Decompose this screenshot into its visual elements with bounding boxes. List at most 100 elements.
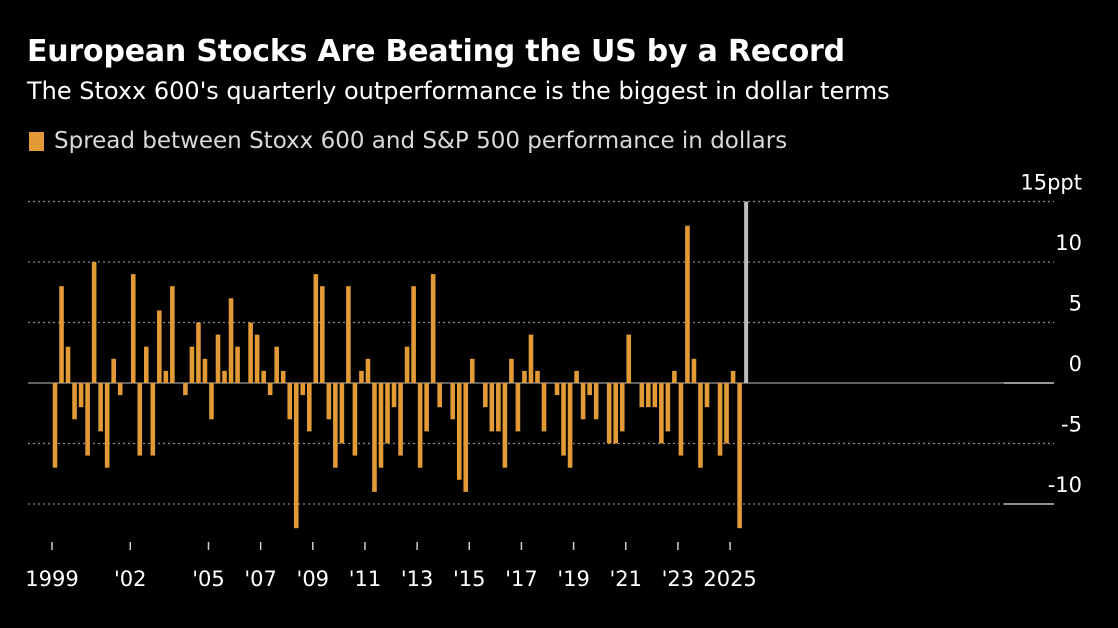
bar [659, 383, 664, 444]
bar [372, 383, 377, 492]
x-tick-label: '09 [297, 567, 330, 591]
bar [567, 383, 573, 468]
bar [137, 383, 143, 456]
bar [737, 383, 742, 529]
bar [65, 346, 71, 383]
chart-title: European Stocks Are Beating the US by a … [27, 34, 845, 69]
bar [378, 383, 384, 468]
bar [202, 358, 208, 383]
y-tick-label: 0 [1069, 352, 1082, 376]
bar [189, 346, 195, 383]
bar [254, 334, 260, 383]
bar [717, 383, 723, 456]
gridlines [28, 200, 1054, 505]
bar [574, 370, 579, 383]
bar [320, 286, 325, 383]
x-tick-label: 1999 [25, 567, 78, 591]
bar [417, 383, 423, 468]
bar [639, 383, 645, 408]
bar [411, 286, 416, 383]
legend: Spread between Stoxx 600 and S&P 500 per… [29, 128, 787, 154]
bar [293, 383, 299, 529]
bar [593, 383, 599, 420]
bar [489, 383, 495, 432]
bar [104, 383, 110, 468]
bar [170, 286, 175, 383]
legend-label: Spread between Stoxx 600 and S&P 500 per… [54, 128, 788, 154]
bar [580, 383, 586, 420]
bar [150, 383, 156, 456]
bar [619, 383, 625, 432]
bar [117, 383, 123, 396]
bar [391, 383, 397, 408]
current-quarter-bar [744, 201, 749, 383]
bar [691, 358, 697, 383]
bar [274, 346, 279, 383]
x-tick-label: 2025 [703, 567, 756, 591]
y-tick-label: -5 [1061, 413, 1082, 437]
bar [541, 383, 547, 432]
bar [222, 370, 227, 383]
bar [678, 383, 684, 456]
bar [404, 346, 410, 383]
bar [300, 383, 306, 396]
x-tick-label: '17 [505, 567, 538, 591]
bar [313, 274, 319, 383]
bar [183, 383, 188, 396]
bar [463, 383, 469, 492]
x-tick-label: '07 [244, 567, 277, 591]
bar [326, 383, 332, 420]
x-axis: 1999 '02 '05 '07 '09 '11 '13 '15 '17 '19 '21 '23 202… [25, 542, 757, 591]
x-tick-label: '19 [557, 567, 590, 591]
bar [730, 370, 736, 383]
y-tick-label: 15ppt [1020, 171, 1082, 195]
bar [456, 383, 462, 480]
x-tick-label: '23 [662, 567, 695, 591]
bar [306, 383, 312, 432]
legend-swatch [29, 131, 44, 151]
bar [52, 383, 58, 468]
bar [261, 370, 266, 383]
bar [672, 370, 677, 383]
bar [502, 383, 508, 468]
bar [587, 383, 592, 396]
bar [424, 383, 429, 432]
bars [52, 225, 742, 529]
bar [235, 346, 240, 383]
bar [287, 383, 293, 420]
bar [698, 383, 703, 468]
bar [163, 370, 169, 383]
bar [483, 383, 488, 408]
bar [78, 383, 84, 408]
bar [228, 298, 234, 383]
bar [72, 383, 77, 420]
bar [111, 358, 116, 383]
bar [509, 358, 514, 383]
bar [724, 383, 729, 444]
x-tick-label: '13 [401, 567, 434, 591]
bar [535, 370, 540, 383]
bar [365, 358, 371, 383]
bar [333, 383, 338, 468]
bar [528, 334, 534, 383]
bar [522, 370, 527, 383]
bar [352, 383, 358, 456]
bar [98, 383, 103, 432]
bar [554, 383, 560, 396]
bar [267, 383, 273, 396]
bar [450, 383, 456, 420]
bar [437, 383, 442, 408]
bar [215, 334, 221, 383]
x-tick-label: '15 [453, 567, 486, 591]
y-tick-label: 10 [1055, 231, 1082, 255]
bar [130, 274, 136, 383]
bar [561, 383, 566, 456]
bar [91, 262, 97, 383]
bar [626, 334, 632, 383]
bar [430, 274, 436, 383]
x-tick-label: '11 [349, 567, 382, 591]
y-tick-label: 5 [1069, 292, 1082, 316]
x-tick-label: '21 [610, 567, 643, 591]
bar [385, 383, 390, 444]
